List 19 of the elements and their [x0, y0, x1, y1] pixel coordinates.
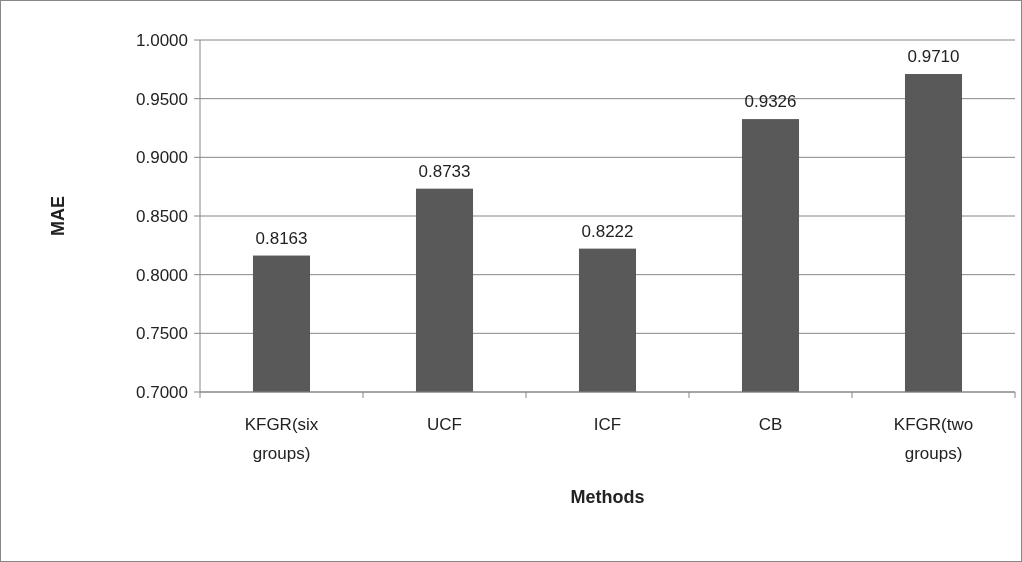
- x-tick-label: ICF: [593, 415, 622, 434]
- data-label: 0.9710: [907, 47, 960, 67]
- y-tick-label: 0.7500: [136, 324, 188, 344]
- y-tick-label: 0.8000: [136, 265, 188, 285]
- x-tick-label: UCF: [427, 415, 462, 434]
- x-tick-label: KFGR(six groups): [244, 415, 319, 463]
- data-label: 0.9326: [744, 92, 797, 112]
- x-tick-label: CB: [758, 415, 783, 434]
- y-tick-label: 0.9500: [136, 89, 188, 109]
- y-tick-label: 0.9000: [136, 148, 188, 168]
- y-tick-label: 0.8500: [136, 206, 188, 226]
- y-axis-title: MAE: [48, 196, 68, 236]
- data-label: 0.8163: [255, 228, 308, 248]
- data-label: 0.8733: [418, 161, 471, 181]
- data-label: 0.8222: [581, 221, 634, 241]
- x-tick-label: KFGR(two groups): [893, 415, 974, 463]
- y-tick-label: 0.7000: [136, 382, 188, 402]
- y-tick-label: 1.0000: [136, 30, 188, 50]
- x-axis-title: Methods: [570, 487, 645, 507]
